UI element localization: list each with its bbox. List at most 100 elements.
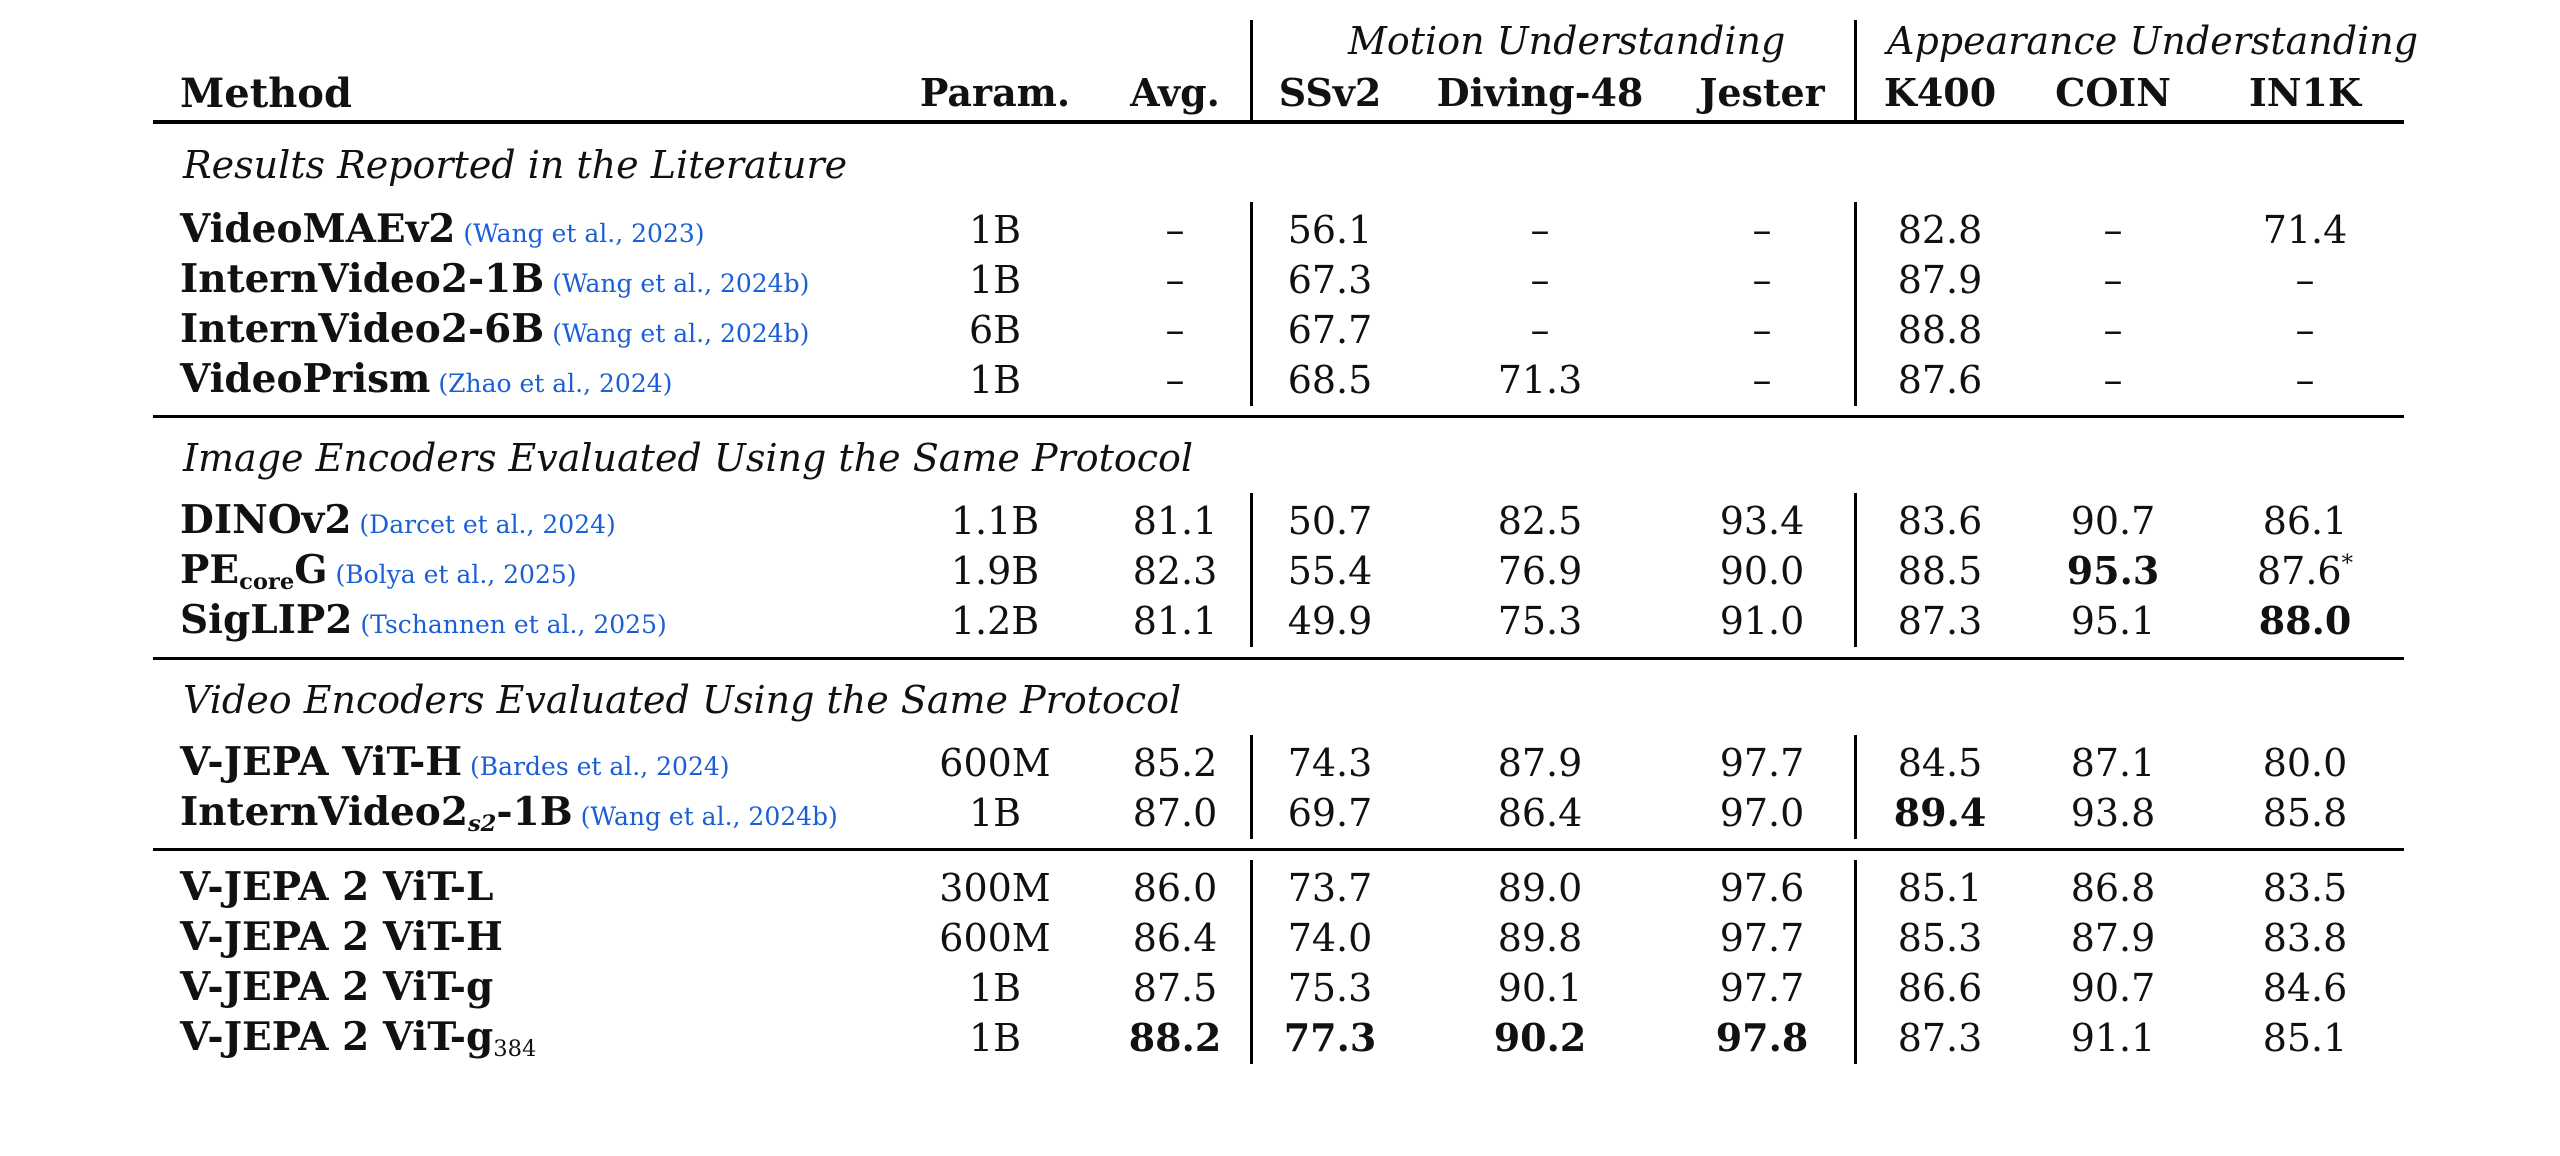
citation-link[interactable]: (Wang et al., 2023): [455, 219, 705, 248]
method-name: InternVideo2s2-1B (Wang et al., 2024b): [180, 793, 838, 836]
col-header-diving48: Diving-48: [1436, 70, 1644, 115]
value-cell: 97.0: [1719, 791, 1805, 835]
column-divider: [1250, 493, 1253, 647]
value-cell: 80.0: [2262, 741, 2348, 785]
header-divider-motion: [1250, 20, 1253, 122]
method-label: SigLIP2: [180, 597, 353, 643]
value-cell: 67.3: [1287, 258, 1373, 302]
value-cell: 91.1: [2070, 1016, 2156, 1060]
value-cell: 86.6: [1897, 966, 1983, 1010]
method-suffix: G: [294, 547, 328, 593]
avg-cell: 87.5: [1132, 966, 1218, 1010]
value-cell: –: [2103, 358, 2123, 402]
method-label: VideoMAEv2: [180, 206, 456, 252]
citation-link[interactable]: (Wang et al., 2024b): [572, 802, 838, 831]
method-label: InternVideo2-1B: [180, 256, 545, 302]
method-label: V-JEPA 2 ViT-g: [180, 1014, 494, 1060]
method-label: V-JEPA ViT-H: [180, 739, 463, 785]
header-divider-appearance: [1854, 20, 1857, 122]
method-name: InternVideo2-6B (Wang et al., 2024b): [180, 310, 809, 349]
value-cell: 88.0: [2258, 598, 2352, 643]
value-cell: –: [2103, 208, 2123, 252]
method-name: V-JEPA 2 ViT-g: [180, 968, 493, 1007]
citation-link[interactable]: (Darcet et al., 2024): [351, 510, 616, 539]
value-cell: 83.6: [1897, 499, 1983, 543]
value-cell: –: [1752, 258, 1772, 302]
col-header-avg: Avg.: [1130, 70, 1220, 115]
method-name: InternVideo2-1B (Wang et al., 2024b): [180, 260, 809, 299]
value-cell: 85.8: [2262, 791, 2348, 835]
value-cell: 86.8: [2070, 866, 2156, 910]
value-cell: 71.4: [2262, 208, 2348, 252]
value-cell: 87.6: [1897, 358, 1983, 402]
value-cell: 86.1: [2262, 499, 2348, 543]
value-cell: 82.5: [1497, 499, 1583, 543]
value-cell: 71.3: [1497, 358, 1583, 402]
value-cell: 88.8: [1897, 308, 1983, 352]
value-cell: 55.4: [1287, 549, 1373, 593]
param-cell: 1.1B: [950, 499, 1040, 543]
value-cell: 50.7: [1287, 499, 1373, 543]
citation-link[interactable]: (Bolya et al., 2025): [327, 560, 577, 589]
value-cell: –: [1530, 308, 1550, 352]
citation-link[interactable]: (Wang et al., 2024b): [544, 319, 810, 348]
avg-cell: –: [1165, 308, 1185, 352]
value-cell: 85.1: [1897, 866, 1983, 910]
method-subscript: 384: [493, 1036, 537, 1063]
value-cell: 97.7: [1719, 916, 1805, 960]
column-divider: [1854, 735, 1857, 839]
value-cell: 97.6: [1719, 866, 1805, 910]
value-cell: 82.8: [1897, 208, 1983, 252]
value-cell: 77.3: [1283, 1015, 1377, 1060]
param-cell: 1B: [968, 1016, 1022, 1060]
method-name: DINOv2 (Darcet et al., 2024): [180, 501, 616, 540]
column-divider: [1250, 860, 1253, 1064]
column-divider: [1250, 735, 1253, 839]
value-cell: 93.8: [2070, 791, 2156, 835]
param-cell: 6B: [968, 308, 1022, 352]
method-label: InternVideo2-6B: [180, 306, 545, 352]
value-cell: 89.8: [1497, 916, 1583, 960]
column-divider: [1250, 202, 1253, 406]
method-subscript: core: [239, 569, 295, 596]
param-cell: 1B: [968, 258, 1022, 302]
param-cell: 1B: [968, 966, 1022, 1010]
value-cell: –: [1752, 358, 1772, 402]
value-cell: 84.5: [1897, 741, 1983, 785]
param-cell: 1B: [968, 208, 1022, 252]
method-suffix: -1B: [496, 789, 573, 835]
param-cell: 300M: [939, 866, 1051, 910]
citation-link[interactable]: (Wang et al., 2024b): [544, 269, 810, 298]
value-cell: 68.5: [1287, 358, 1373, 402]
value-cell: 87.9: [2070, 916, 2156, 960]
value-cell: 87.3: [1897, 1016, 1983, 1060]
avg-cell: 87.0: [1132, 791, 1218, 835]
avg-cell: –: [1165, 258, 1185, 302]
param-cell: 600M: [939, 741, 1051, 785]
avg-cell: 82.3: [1132, 549, 1218, 593]
value-cell: 97.7: [1719, 741, 1805, 785]
method-name: PEcoreG (Bolya et al., 2025): [180, 551, 577, 594]
appearance-group-header: Appearance Understanding: [1887, 19, 2419, 63]
value-cell: –: [2295, 358, 2315, 402]
citation-link[interactable]: (Bardes et al., 2024): [462, 752, 730, 781]
col-header-method: Method: [180, 70, 352, 117]
method-name: VideoPrism (Zhao et al., 2024): [180, 360, 672, 399]
value-cell: 84.6: [2262, 966, 2348, 1010]
value-cell: 76.9: [1497, 549, 1583, 593]
value-cell: –: [1752, 208, 1772, 252]
citation-link[interactable]: (Tschannen et al., 2025): [352, 610, 667, 639]
section-rule-2: [153, 657, 2404, 660]
citation-link[interactable]: (Zhao et al., 2024): [430, 369, 673, 398]
method-label: V-JEPA 2 ViT-g: [180, 964, 494, 1010]
param-cell: 1B: [968, 791, 1022, 835]
value-cell: 87.3: [1897, 599, 1983, 643]
value-cell: 56.1: [1287, 208, 1373, 252]
col-header-coin: COIN: [2055, 70, 2171, 115]
avg-cell: 88.2: [1128, 1015, 1222, 1060]
section-title: Results Reported in the Literature: [183, 143, 848, 187]
value-cell: 90.7: [2070, 966, 2156, 1010]
value-cell: 87.6*: [2256, 549, 2354, 593]
value-cell: –: [1530, 208, 1550, 252]
